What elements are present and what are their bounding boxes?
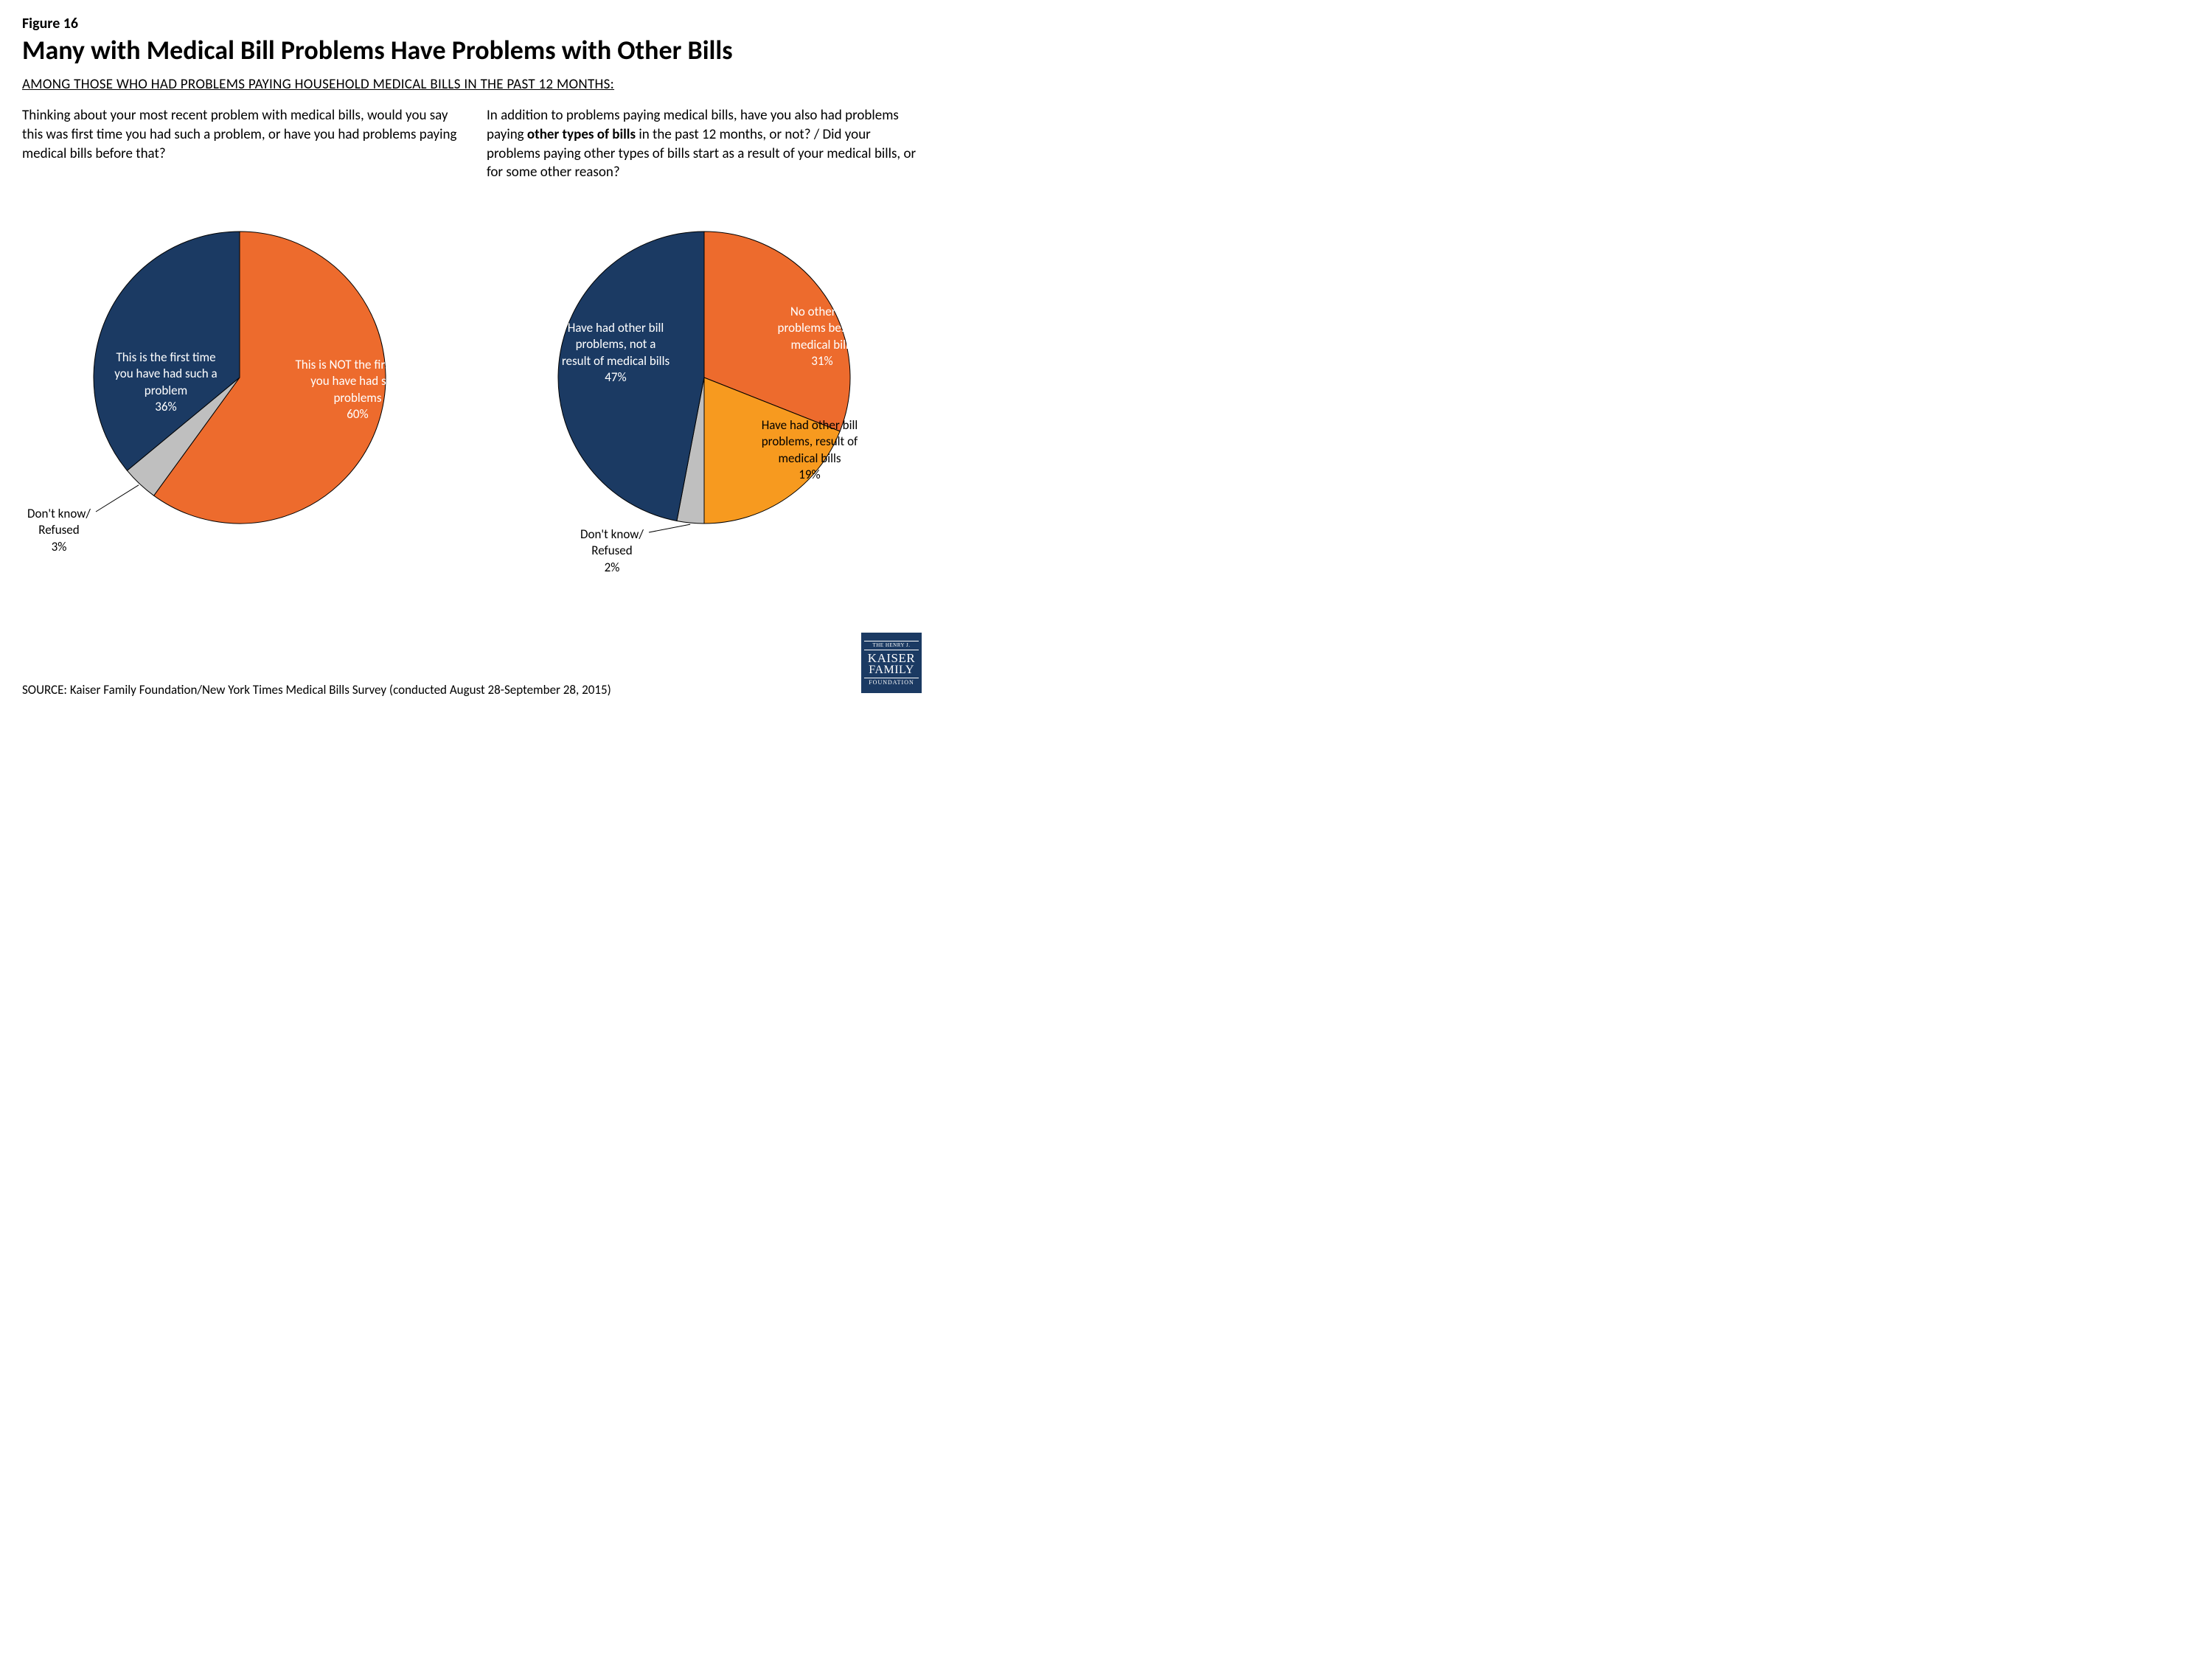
pie-label-not_first: This is NOT the first time you have had … <box>295 357 420 422</box>
logo-line-4: FOUNDATION <box>864 678 919 686</box>
logo-line-2: KAISER <box>864 652 919 664</box>
left-panel: Thinking about your most recent problem … <box>22 106 457 571</box>
pie-svg <box>487 217 922 571</box>
pie-label-other_not_result: Have had other bill problems, not a resu… <box>560 320 671 385</box>
pie-label-first_time: This is the first time you have had such… <box>107 349 225 414</box>
right-chart: No other bill problems besides medical b… <box>487 217 922 571</box>
logo-line-3: FAMILY <box>864 664 919 676</box>
left-chart: This is NOT the first time you have had … <box>22 217 457 571</box>
chart-subtitle: AMONG THOSE WHO HAD PROBLEMS PAYING HOUS… <box>22 76 922 93</box>
figure-number: Figure 16 <box>22 15 922 32</box>
pie-label-dont_know: Don't know/ Refused3% <box>15 506 103 554</box>
right-question: In addition to problems paying medical b… <box>487 106 922 209</box>
chart-title: Many with Medical Bill Problems Have Pro… <box>22 35 922 66</box>
pie-label-dont_know: Don't know/ Refused2% <box>568 526 656 575</box>
source-line: SOURCE: Kaiser Family Foundation/New Yor… <box>22 682 611 698</box>
left-question: Thinking about your most recent problem … <box>22 106 457 209</box>
pie-label-other_result: Have had other bill problems, result of … <box>758 417 861 482</box>
right-panel: In addition to problems paying medical b… <box>487 106 922 571</box>
logo-line-1: THE HENRY J. <box>864 641 919 650</box>
panels-row: Thinking about your most recent problem … <box>22 106 922 571</box>
kff-logo: THE HENRY J. KAISER FAMILY FOUNDATION <box>861 633 922 693</box>
pie-label-no_other: No other bill problems besides medical b… <box>767 304 877 369</box>
